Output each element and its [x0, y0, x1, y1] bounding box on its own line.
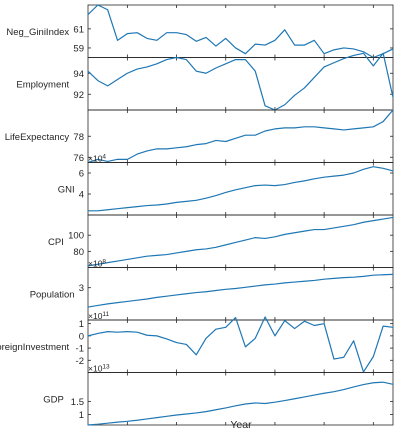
panel-ylabel: ForeignInvestment — [0, 342, 70, 353]
series-line-GNI — [87, 166, 394, 212]
y-tick-label: 59 — [73, 43, 84, 54]
y-tick-label: 1 — [79, 410, 84, 421]
y-tick-label: -1 — [76, 344, 84, 355]
series-line-LifeExpectancy — [87, 109, 394, 164]
series-line-Employment — [87, 52, 394, 111]
panels-layer: 5961Neg_GiniIndex9294Employment7678LifeE… — [0, 4, 394, 426]
panel-ylabel: GNI — [58, 184, 75, 195]
y-tick-label: 0 — [79, 331, 84, 342]
y-tick-label: 94 — [73, 69, 84, 80]
panel-axes-box — [87, 319, 394, 373]
y-tick-label: 1.5 — [71, 397, 84, 408]
y-tick-label: 78 — [73, 132, 84, 143]
x-axis-label: Year — [230, 419, 252, 430]
y-tick-label: 76 — [73, 153, 84, 164]
panel-ylabel: GDP — [43, 394, 64, 405]
y-tick-label: 1 — [79, 319, 84, 330]
panel-axes-box — [87, 4, 394, 58]
y-exponent-label: ×1013 — [88, 364, 110, 374]
exponent-power: 4 — [102, 154, 106, 161]
y-tick-label: 80 — [73, 247, 84, 258]
exponent-power: 13 — [102, 364, 110, 371]
y-tick-label: -2 — [76, 356, 84, 367]
exponent-base: ×10 — [88, 154, 103, 164]
panel-axes-box — [87, 267, 394, 321]
panel-7: -2-101×1011ForeignInvestment — [0, 311, 394, 373]
panel-ylabel: Population — [30, 289, 75, 300]
series-line-GDP — [87, 381, 394, 426]
series-line-Population — [87, 273, 394, 308]
y-exponent-label: ×108 — [88, 259, 106, 269]
panel-ylabel: Neg_GiniIndex — [6, 27, 69, 38]
panel-ylabel: LifeExpectancy — [5, 132, 70, 143]
panel-axes-box — [87, 372, 394, 426]
series-line-CPI — [87, 216, 394, 267]
y-tick-label: 3 — [79, 283, 84, 294]
panel-ylabel: Employment — [16, 79, 69, 90]
exponent-base: ×10 — [88, 259, 103, 269]
panel-axes-box — [87, 57, 394, 111]
panel-2: 92 94 Employment — [16, 52, 394, 111]
panel-ylabel: CPI — [48, 237, 64, 248]
panel-5: 80 100 CPI — [48, 214, 394, 268]
y-exponent-label: ×1011 — [88, 311, 110, 321]
series-line-Neg_GiniIndex — [87, 4, 394, 59]
exponent-power: 11 — [102, 311, 109, 318]
y-tick-label: 4 — [79, 190, 84, 201]
y-tick-label: 92 — [73, 90, 84, 101]
y-exponent-label: ×104 — [88, 154, 106, 164]
exponent-base: ×10 — [88, 364, 103, 374]
y-tick-label: 100 — [68, 231, 84, 242]
y-tick-label: 61 — [73, 24, 84, 35]
series-line-ForeignInvestment — [87, 316, 394, 373]
panel-8: 1 1.5 ×1013 GDP — [43, 364, 394, 426]
exponent-base: ×10 — [88, 311, 103, 321]
panel-1: 59 61 Neg_GiniIndex — [6, 4, 394, 59]
exponent-power: 8 — [102, 259, 106, 266]
y-tick-label: 6 — [79, 169, 84, 180]
